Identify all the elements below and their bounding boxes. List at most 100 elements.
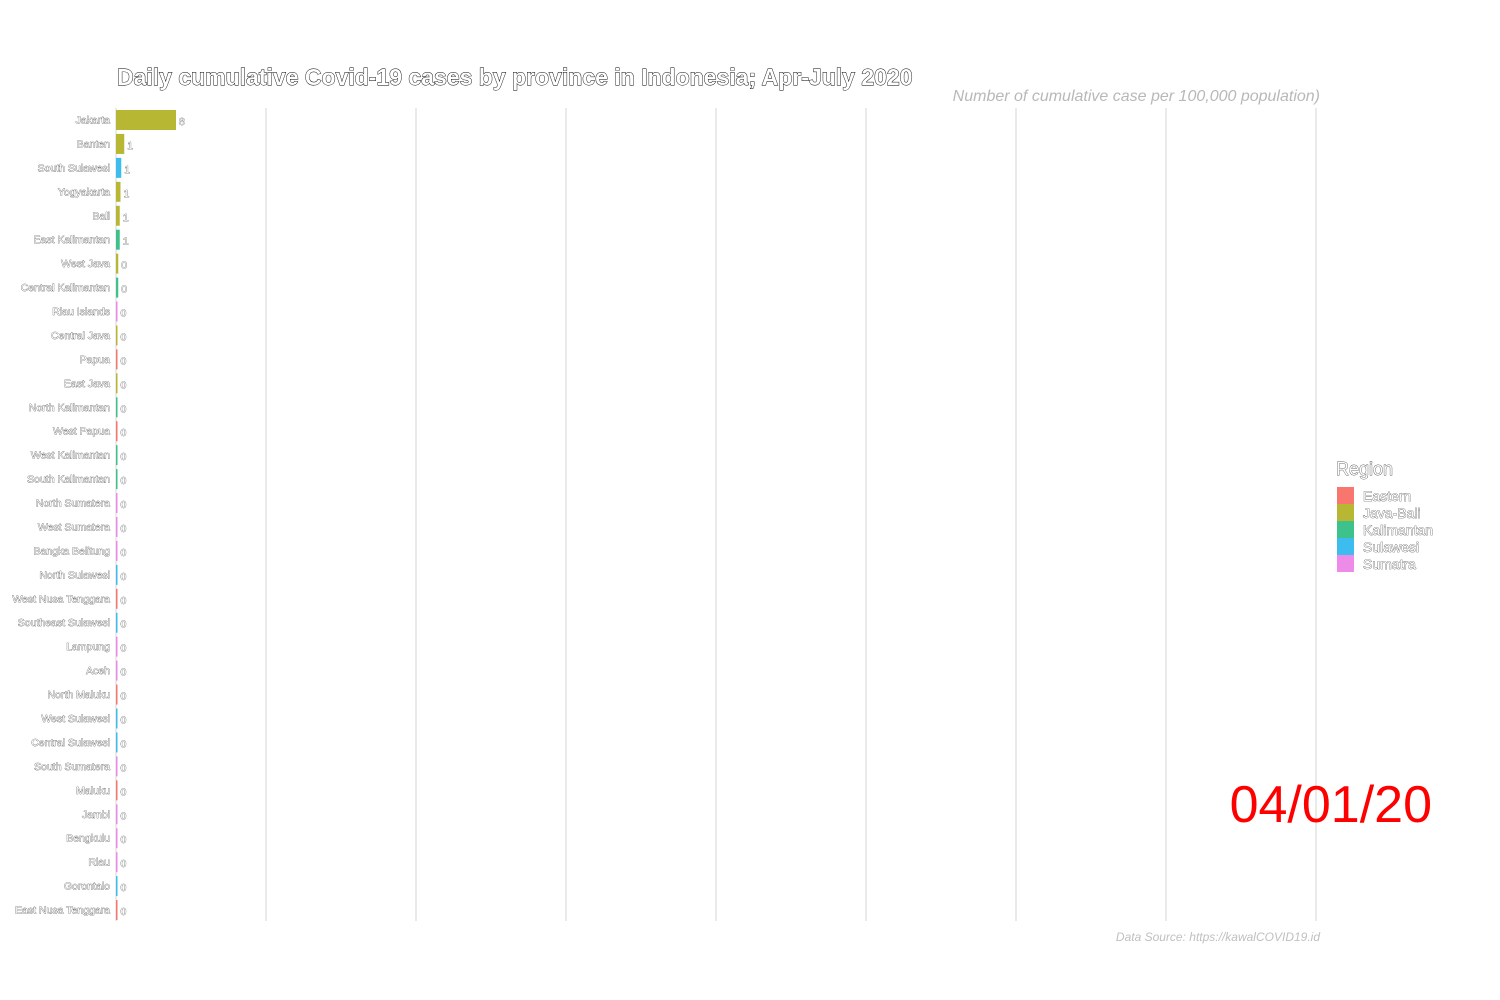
- data-source-caption: Data Source: https://kawalCOVID19.id: [1116, 930, 1320, 944]
- value-label: 0: [121, 427, 127, 439]
- y-tick-label: Central Java: [51, 330, 110, 342]
- value-label: 1: [124, 188, 130, 200]
- bar: [116, 540, 118, 561]
- y-tick-label: Gorontalo: [64, 881, 110, 893]
- y-tick-label: East Kalimantan: [34, 234, 111, 246]
- value-label: 0: [121, 571, 127, 583]
- y-tick-label: Papua: [80, 354, 111, 366]
- legend-item-label: Kalimantan: [1363, 522, 1433, 538]
- y-tick-label: Banten: [77, 138, 110, 150]
- legend: Region EasternJava-BaliKalimantanSulawes…: [1336, 459, 1434, 573]
- y-tick-label: Central Kalimantan: [21, 282, 110, 294]
- bar: [116, 756, 118, 777]
- bar: [116, 110, 176, 130]
- value-label: 0: [121, 475, 127, 487]
- bar: [116, 349, 118, 370]
- value-label: 1: [124, 164, 130, 176]
- bar: [116, 397, 118, 418]
- bar: [116, 253, 119, 274]
- value-label: 0: [121, 331, 127, 343]
- value-label: 0: [121, 762, 127, 774]
- y-tick-label: West Nusa Tenggara: [12, 593, 110, 605]
- bar: [116, 588, 118, 609]
- value-label: 0: [121, 547, 127, 559]
- bar: [116, 373, 118, 394]
- value-label: 0: [121, 691, 127, 703]
- value-label: 0: [121, 738, 127, 750]
- y-tick-label: South Kalimantan: [27, 474, 110, 486]
- bar: [116, 205, 120, 226]
- bar: [116, 133, 125, 154]
- value-label: 0: [121, 260, 127, 272]
- bar: [116, 421, 118, 442]
- value-label: 0: [121, 715, 127, 727]
- y-tick-label: West Java: [61, 258, 110, 270]
- bar: [116, 708, 118, 729]
- y-tick-label: East Nusa Tenggara: [15, 905, 110, 917]
- legend-swatch: [1337, 538, 1354, 555]
- bar: [116, 469, 118, 490]
- y-tick-label: South Sumatera: [34, 761, 110, 773]
- chart-title: Daily cumulative Covid-19 cases by provi…: [117, 64, 913, 90]
- bar: [116, 660, 118, 681]
- y-tick-label: Southeast Sulawesi: [18, 617, 110, 629]
- y-tick-label: West Kalimantan: [31, 450, 110, 462]
- bar: [116, 684, 118, 705]
- value-label: 0: [121, 834, 127, 846]
- legend-item-label: Eastern: [1363, 488, 1411, 504]
- value-label: 0: [121, 667, 127, 679]
- y-tick-label: Jambi: [82, 809, 110, 821]
- bars: [116, 110, 176, 921]
- labels: Jakarta 8 Banten 1 South Sulawesi 1 Yogyakarta…: [12, 114, 185, 918]
- value-label: 1: [123, 212, 129, 224]
- bar: [116, 876, 118, 897]
- bar: [116, 493, 118, 514]
- y-tick-label: Bangka Belitung: [34, 545, 111, 557]
- bar: [116, 157, 122, 178]
- value-label: 0: [121, 810, 127, 822]
- legend-title: Region: [1336, 459, 1393, 479]
- value-label: 0: [121, 858, 127, 870]
- date-label: 04/01/20: [1230, 776, 1432, 834]
- bar: [116, 900, 118, 921]
- value-label: 1: [123, 236, 129, 248]
- bar: [116, 804, 118, 825]
- bar: [116, 181, 121, 202]
- value-label: 0: [121, 643, 127, 655]
- y-tick-label: North Maluku: [48, 689, 111, 701]
- legend-swatch: [1337, 504, 1354, 521]
- bar: [116, 277, 119, 298]
- value-label: 8: [179, 116, 185, 128]
- bar: [116, 852, 118, 873]
- value-label: 0: [121, 786, 127, 798]
- bar: [116, 636, 118, 657]
- value-label: 0: [121, 882, 127, 894]
- y-tick-label: Riau: [88, 857, 110, 869]
- y-tick-label: West Sulawesi: [41, 713, 110, 725]
- value-label: 0: [121, 523, 127, 535]
- legend-item-label: Sumatra: [1363, 556, 1416, 572]
- gridlines: [115, 108, 1317, 921]
- bar: [116, 780, 118, 801]
- y-tick-label: East Java: [64, 378, 110, 390]
- y-tick-label: Bali: [92, 210, 110, 222]
- bar: [116, 612, 118, 633]
- value-label: 0: [121, 906, 127, 918]
- y-tick-label: West Sumatera: [38, 521, 110, 533]
- y-tick-label: Yogyakarta: [58, 186, 110, 198]
- y-tick-label: Bengkulu: [66, 833, 110, 845]
- value-label: 0: [121, 355, 127, 367]
- y-tick-label: Riau Islands: [52, 306, 110, 318]
- value-label: 0: [121, 379, 127, 391]
- bar: [116, 301, 118, 322]
- value-label: 0: [121, 308, 127, 320]
- value-label: 0: [121, 595, 127, 607]
- legend-swatch: [1337, 487, 1354, 504]
- legend-item-label: Java-Bali: [1363, 505, 1421, 521]
- y-tick-label: Jakarta: [76, 115, 111, 127]
- y-tick-label: North Sulawesi: [39, 569, 110, 581]
- legend-item-label: Sulawesi: [1363, 539, 1419, 555]
- bar: [116, 732, 118, 753]
- value-label: 0: [121, 403, 127, 415]
- bar: [116, 325, 118, 346]
